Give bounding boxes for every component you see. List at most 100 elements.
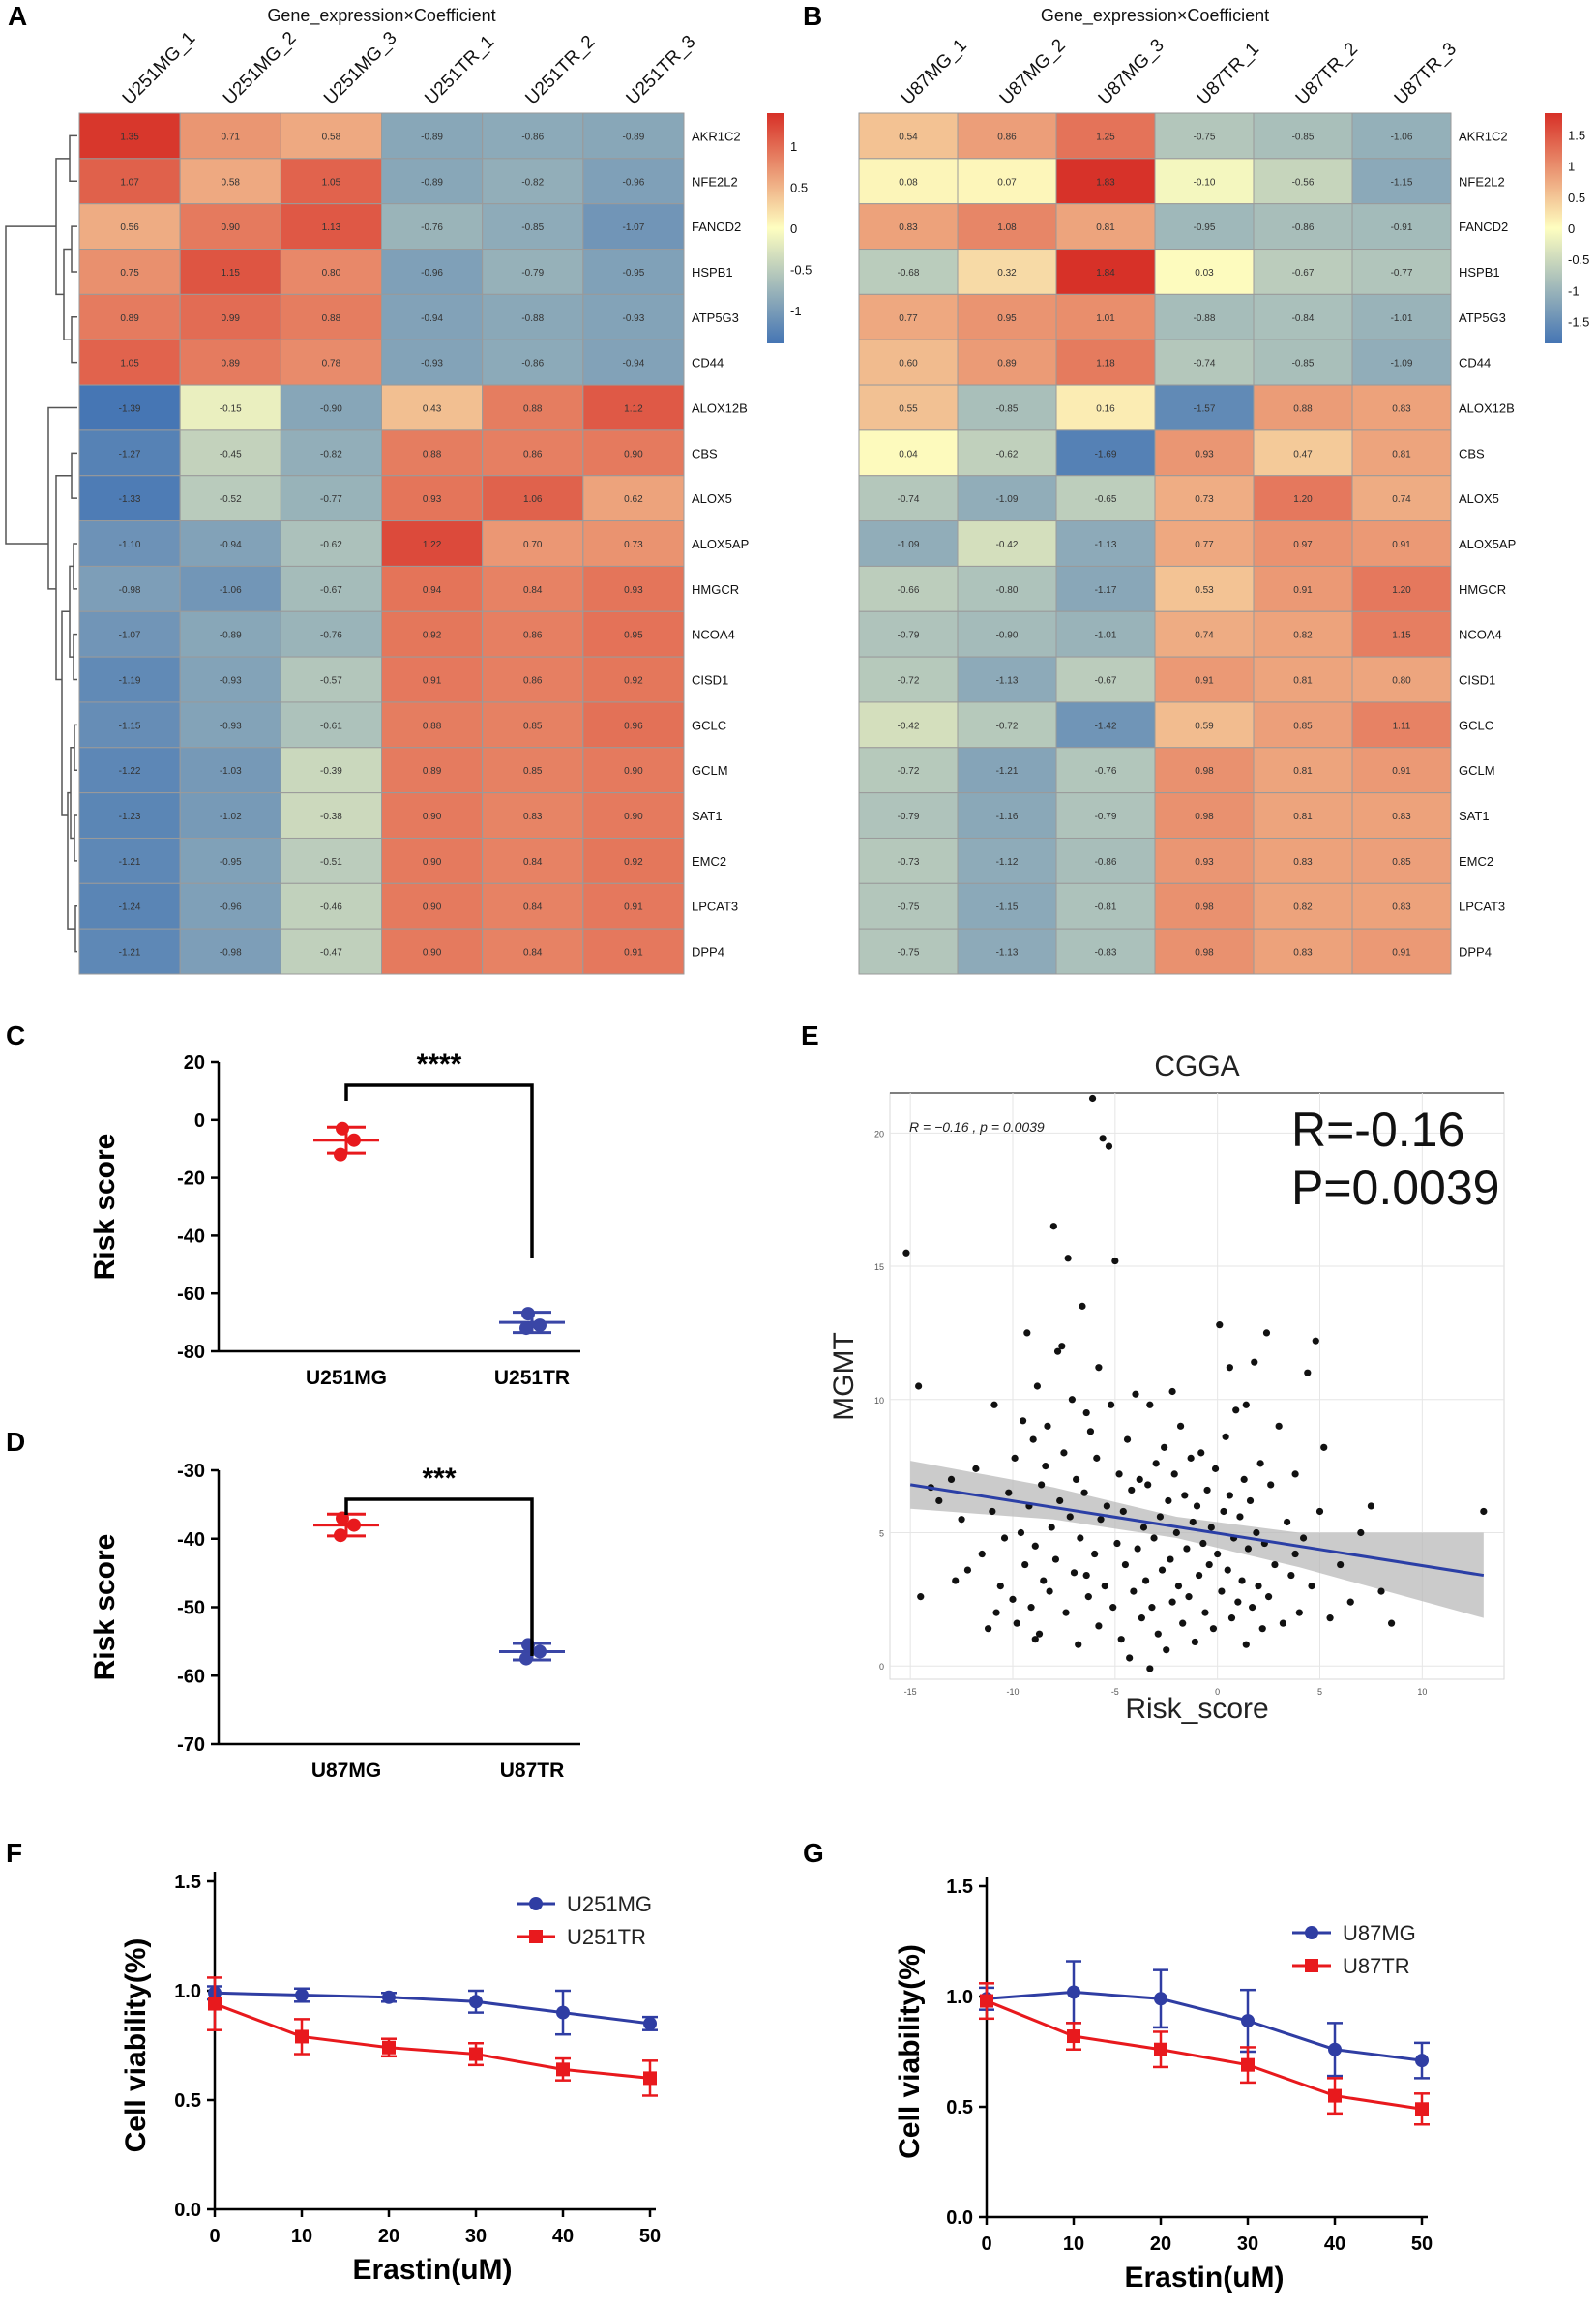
data-point [1056, 1496, 1064, 1505]
heatmap-cell [1154, 158, 1255, 205]
data-point [1246, 1496, 1255, 1505]
cell-value: -0.73 [898, 857, 920, 868]
heatmap-cell [78, 565, 181, 612]
heatmap-cell [1154, 520, 1255, 567]
legend-marker [529, 1897, 543, 1910]
data-point [1193, 1502, 1201, 1510]
y-tick-label: 1.5 [174, 1872, 201, 1893]
cell-value: 0.62 [624, 494, 643, 505]
cell-value: -1.07 [623, 222, 645, 233]
x-tick-label: U251MG [306, 1367, 387, 1389]
heatmap-cell [582, 701, 685, 749]
cell-value: 0.95 [624, 631, 643, 641]
data-point [1099, 1135, 1107, 1142]
heatmap-cell [1055, 249, 1156, 295]
data-point [1029, 1435, 1037, 1443]
heatmap-cell [1253, 792, 1353, 839]
significance-stars: *** [422, 1463, 456, 1494]
cell-value: 0.89 [120, 313, 139, 324]
cell-value: 0.07 [997, 177, 1017, 188]
cell-value: 1.13 [322, 222, 341, 233]
heatmap-cell [957, 701, 1057, 749]
data-point [1226, 1492, 1233, 1499]
y-tick-label: 0.0 [946, 2207, 973, 2229]
dendrogram-branch [55, 474, 72, 681]
heatmap-cell [858, 112, 959, 160]
data-point [1216, 1321, 1224, 1329]
data-point [1105, 1142, 1113, 1150]
row-label: ALOX5 [1459, 491, 1499, 506]
cell-value: -1.22 [119, 766, 141, 777]
data-point [947, 1475, 956, 1484]
data-point [1138, 1614, 1145, 1622]
cell-value: 1.25 [1096, 132, 1115, 142]
data-point [1199, 1539, 1207, 1548]
heatmap-cell [858, 837, 959, 884]
heatmap-cell [858, 928, 959, 975]
row-label: LPCAT3 [692, 900, 738, 914]
heatmap-cell [957, 837, 1057, 884]
legend-marker [1305, 1926, 1318, 1939]
column-label: U251TR_2 [521, 32, 599, 109]
data-point [935, 1496, 943, 1505]
cell-value: -0.95 [1194, 222, 1216, 233]
heatmap-cell [179, 384, 281, 431]
cell-value: 0.88 [523, 403, 543, 414]
heatmap-cell [1154, 203, 1255, 251]
cell-value: -0.96 [421, 268, 443, 279]
data-point [1053, 1347, 1062, 1355]
data-point [1132, 1390, 1139, 1398]
heatmap-cell [582, 792, 685, 839]
data-point [1262, 1329, 1271, 1337]
cell-value: -0.89 [623, 132, 645, 142]
heatmap-cell [858, 203, 959, 251]
data-point [1308, 1582, 1315, 1590]
row-label: GCLM [692, 763, 728, 778]
cell-value: -0.67 [320, 585, 342, 596]
cell-value: -0.38 [320, 812, 342, 822]
cell-value: -1.17 [1095, 585, 1117, 596]
cell-value: 1.05 [322, 177, 341, 188]
heatmap-cell [1055, 701, 1156, 749]
data-point [1234, 1598, 1242, 1606]
legend-tick: -1 [1568, 283, 1580, 298]
data-marker [643, 2016, 657, 2030]
x-tick-label: 0 [1215, 1687, 1220, 1697]
data-point [1123, 1435, 1132, 1443]
cell-value: -0.46 [320, 902, 342, 913]
cell-value: -0.74 [1194, 359, 1216, 370]
heatmap-cell [482, 203, 584, 251]
cell-value: 0.81 [1293, 812, 1313, 822]
data-point [1236, 1513, 1244, 1521]
cell-value: 0.43 [423, 403, 442, 414]
panel-letter-a: A [8, 1, 27, 31]
data-point [1046, 1587, 1053, 1595]
cell-value: 0.93 [423, 494, 442, 505]
data-point [915, 1382, 923, 1390]
data-marker [1415, 2102, 1429, 2116]
data-point [1086, 1428, 1095, 1435]
y-tick-label: -20 [177, 1169, 205, 1190]
heatmap-cell [1253, 475, 1353, 522]
data-point [1168, 1387, 1176, 1396]
heatmap-cell [78, 475, 181, 522]
heatmap-cell [280, 656, 383, 703]
data-point [958, 1516, 965, 1524]
r-value-label: R=-0.16 [1291, 1103, 1464, 1157]
panel-letter-f: F [6, 1838, 22, 1868]
heatmap-cell [582, 429, 685, 477]
data-point [1130, 1587, 1138, 1595]
heatmap-cell [482, 928, 584, 975]
heatmap-cell [1351, 249, 1452, 295]
data-point [1017, 1528, 1025, 1537]
data-point [989, 1507, 996, 1516]
data-marker [1415, 2054, 1429, 2068]
heatmap-cell [1351, 112, 1452, 160]
cell-value: 0.73 [1195, 494, 1214, 505]
cell-value: 0.53 [1195, 585, 1214, 596]
data-point [1062, 1609, 1070, 1616]
x-axis-label: Erastin(uM) [1125, 2262, 1285, 2293]
cell-value: -0.89 [421, 177, 443, 188]
heatmap-cell [1253, 520, 1353, 567]
